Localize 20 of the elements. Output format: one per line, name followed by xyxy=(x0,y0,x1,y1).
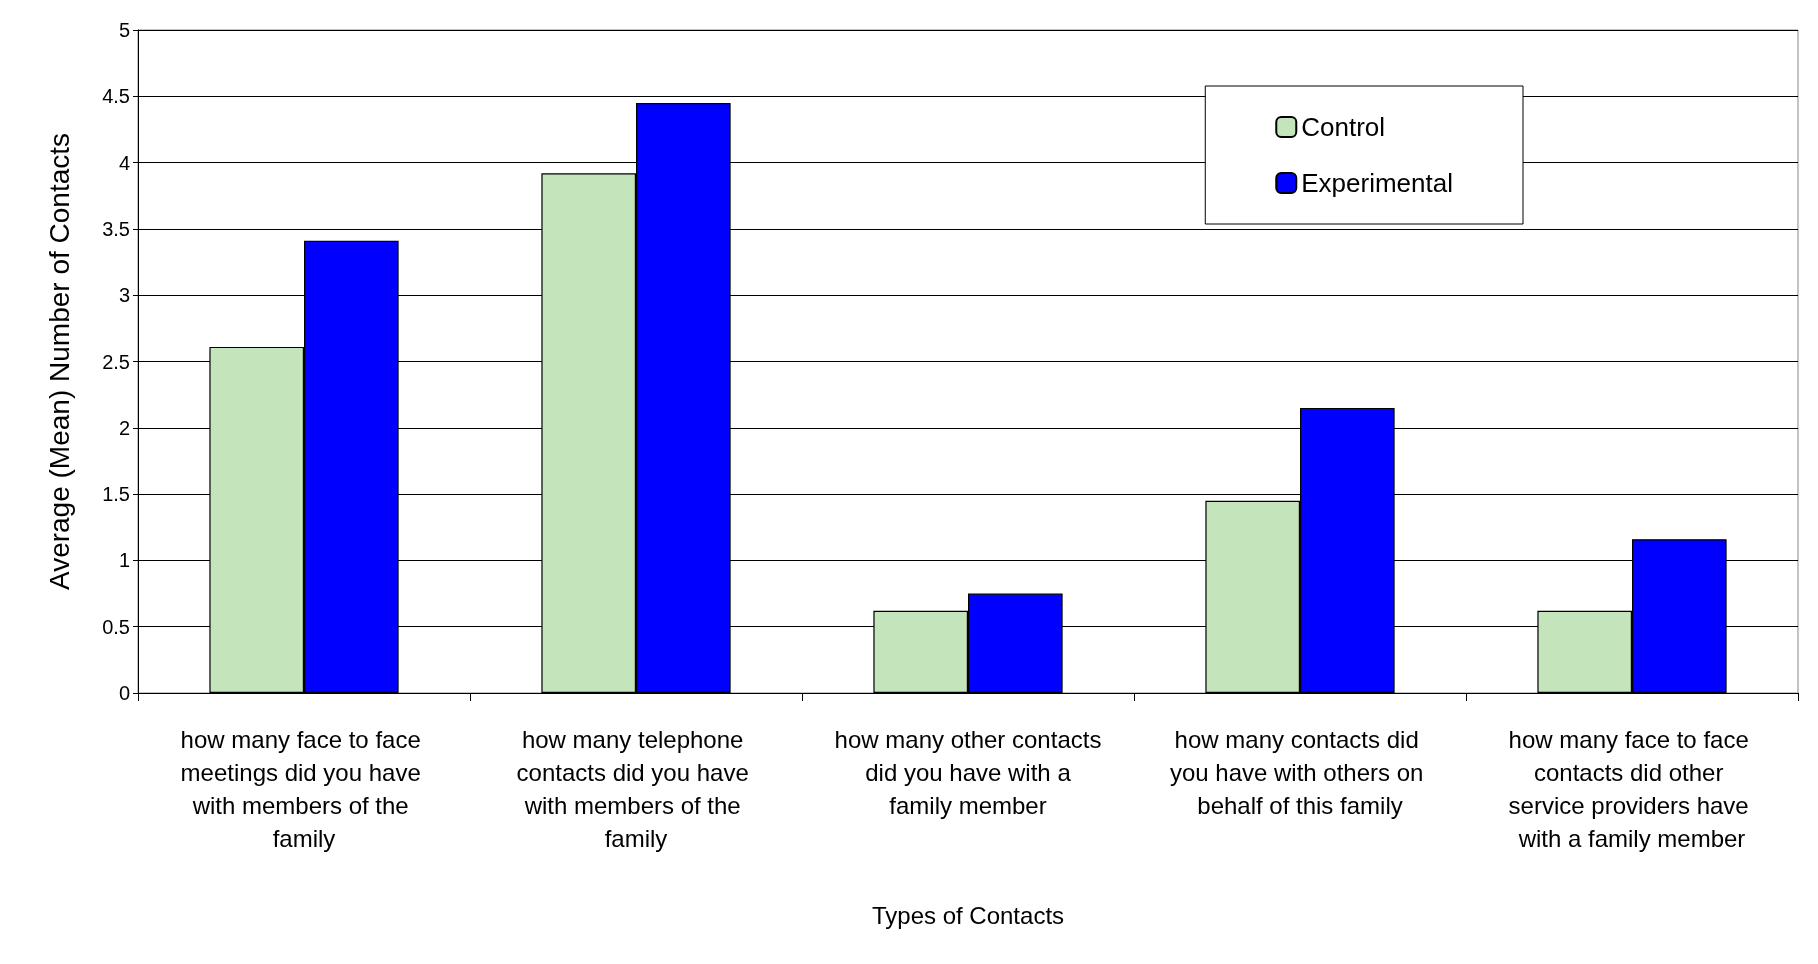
x-tick-label: how many other contacts did you have with a family member xyxy=(834,726,1102,819)
y-tick-label: 3.5 xyxy=(102,217,130,240)
y-axis-title: Average (Mean) Number of Contacts xyxy=(43,132,75,591)
y-tick-label: 5 xyxy=(118,19,130,41)
y-tick-label: 4 xyxy=(118,151,130,174)
x-tick-label: how many telephone contacts did you have with members of the family xyxy=(516,726,756,852)
x-tick-label: how many contacts did you have with others on behalf of this family xyxy=(1169,726,1431,819)
y-tick-label: 1 xyxy=(118,549,130,572)
y-tick-label: 4.5 xyxy=(102,85,130,108)
y-tick-label: 3 xyxy=(118,284,130,307)
y-tick-label: 0 xyxy=(118,682,130,704)
x-tick-label: how many face to face meetings did you have with members of the family xyxy=(180,726,428,852)
y-tick-label: 2 xyxy=(118,416,130,439)
x-tick-label: how many face to face contacts did other service providers have with a family member xyxy=(1508,726,1756,852)
y-tick-label: 1.5 xyxy=(102,483,130,506)
legend-label: Control xyxy=(1301,112,1386,142)
x-axis-title: Types of Contacts xyxy=(871,901,1065,929)
legend-label: Experimental xyxy=(1301,168,1453,198)
y-tick-label: 2.5 xyxy=(102,350,130,373)
y-tick-label: 0.5 xyxy=(102,615,130,638)
